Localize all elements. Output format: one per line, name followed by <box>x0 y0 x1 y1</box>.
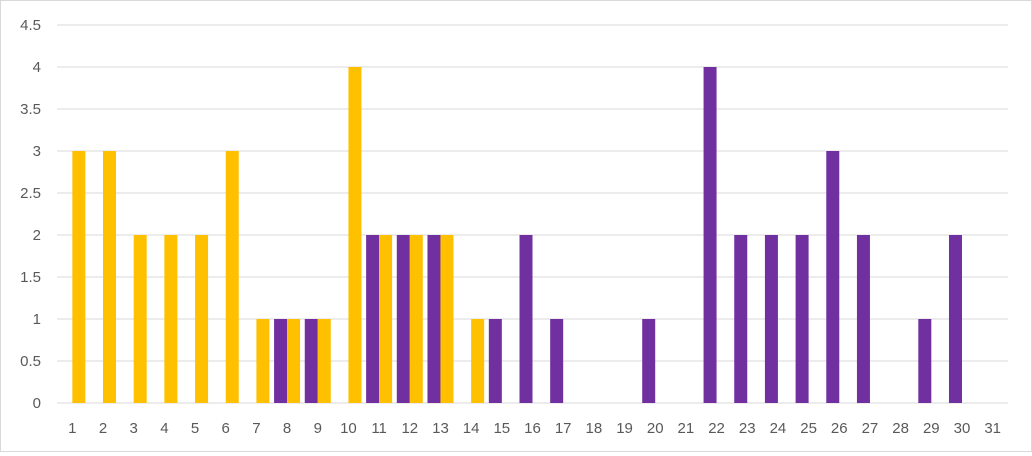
bar-series2-4 <box>164 235 178 403</box>
x-tick-label: 3 <box>130 420 138 437</box>
x-tick-label: 5 <box>191 420 199 437</box>
x-tick-label: 2 <box>99 420 107 437</box>
x-axis-ticks: 1 2 3 4 5 6 7 8 9 10 11 12 13 14 15 16 17 18 19 20 21 22 23 24 2… <box>68 420 1001 437</box>
y-tick-label: 4.5 <box>20 17 41 34</box>
x-tick-label: 10 <box>340 420 357 437</box>
y-tick-label: 0 <box>33 395 41 412</box>
bar-series1-23 <box>734 235 748 403</box>
x-tick-label: 24 <box>770 420 787 437</box>
x-tick-label: 27 <box>862 420 879 437</box>
bar-series1-20 <box>642 319 656 403</box>
bar-series2-13 <box>440 235 454 403</box>
x-tick-label: 16 <box>524 420 541 437</box>
y-tick-label: 0.5 <box>20 353 41 370</box>
x-tick-label: 26 <box>831 420 848 437</box>
x-tick-label: 7 <box>252 420 260 437</box>
bar-series1-17 <box>550 319 564 403</box>
y-tick-label: 1.5 <box>20 269 41 286</box>
y-tick-label: 3.5 <box>20 101 41 118</box>
bar-series2-11 <box>379 235 393 403</box>
bar-series1-8 <box>274 319 288 403</box>
bar-series2-12 <box>409 235 423 403</box>
x-tick-label: 11 <box>371 420 387 437</box>
bars <box>72 67 962 403</box>
bar-series2-2 <box>103 151 117 403</box>
x-tick-label: 13 <box>432 420 449 437</box>
x-tick-label: 29 <box>923 420 940 437</box>
x-tick-label: 21 <box>678 420 695 437</box>
bar-series1-15 <box>488 319 502 403</box>
bar-series2-9 <box>317 319 331 403</box>
bar-series2-14 <box>471 319 485 403</box>
y-tick-label: 2 <box>33 227 41 244</box>
y-axis-ticks: 0 0.5 1 1.5 2 2.5 3 3.5 4 4.5 <box>20 17 41 412</box>
bar-series2-7 <box>256 319 270 403</box>
x-tick-label: 14 <box>463 420 480 437</box>
x-tick-label: 18 <box>586 420 603 437</box>
bar-series2-10 <box>348 67 362 403</box>
bar-series1-16 <box>519 235 533 403</box>
bar-series2-1 <box>72 151 86 403</box>
x-tick-label: 23 <box>739 420 756 437</box>
bar-series1-24 <box>764 235 778 403</box>
x-tick-label: 6 <box>222 420 230 437</box>
bar-series2-3 <box>133 235 147 403</box>
bar-series1-25 <box>795 235 809 403</box>
y-tick-label: 4 <box>33 59 41 76</box>
bar-series1-29 <box>918 319 932 403</box>
x-tick-label: 1 <box>68 420 76 437</box>
bar-series2-8 <box>287 319 301 403</box>
x-tick-label: 22 <box>708 420 725 437</box>
bar-series2-5 <box>195 235 209 403</box>
x-tick-label: 28 <box>892 420 909 437</box>
x-tick-label: 8 <box>283 420 291 437</box>
y-tick-label: 2.5 <box>20 185 41 202</box>
x-tick-label: 15 <box>493 420 510 437</box>
x-tick-label: 25 <box>800 420 817 437</box>
y-tick-label: 3 <box>33 143 41 160</box>
y-tick-label: 1 <box>33 311 41 328</box>
bar-series1-30 <box>948 235 962 403</box>
bar-series2-6 <box>225 151 239 403</box>
bar-series1-12 <box>396 235 410 403</box>
bar-series1-9 <box>304 319 318 403</box>
bar-series1-26 <box>826 151 840 403</box>
x-tick-label: 4 <box>160 420 168 437</box>
x-tick-label: 12 <box>401 420 418 437</box>
x-tick-label: 20 <box>647 420 664 437</box>
bar-series1-11 <box>366 235 380 403</box>
bar-series1-22 <box>703 67 717 403</box>
bar-series1-13 <box>427 235 441 403</box>
x-tick-label: 19 <box>616 420 633 437</box>
bar-series1-27 <box>856 235 870 403</box>
x-tick-label: 17 <box>555 420 572 437</box>
x-tick-label: 31 <box>984 420 1001 437</box>
x-tick-label: 9 <box>314 420 322 437</box>
x-tick-label: 30 <box>954 420 971 437</box>
